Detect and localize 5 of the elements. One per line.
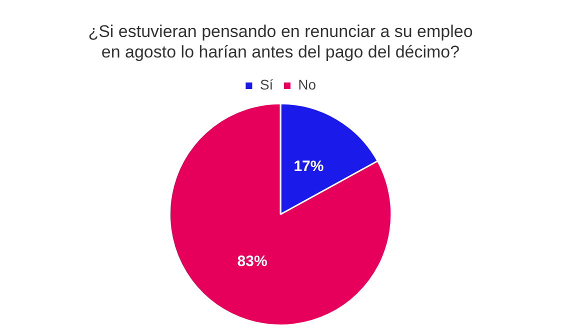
legend-label: No [298,76,316,93]
data-label: 17% [294,158,324,175]
chart-title: ¿Si estuvieran pensando en renunciar a su empleo en agosto lo harían antes del pago del décimo? [88,22,473,62]
legend-label: Sí [260,76,274,93]
data-label: 83% [237,253,268,270]
